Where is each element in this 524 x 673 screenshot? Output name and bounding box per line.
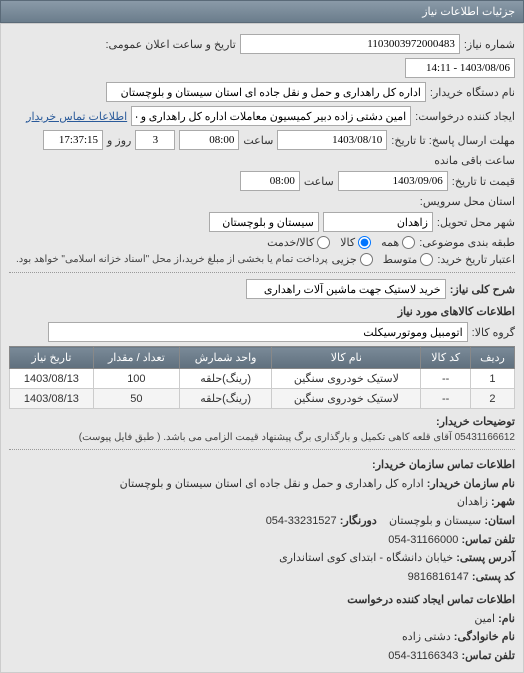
delivery-city-label: شهر محل تحویل: xyxy=(437,216,515,229)
province-val: سیستان و بلوچستان xyxy=(389,515,481,527)
days-remain-field xyxy=(135,130,175,150)
radio-all[interactable] xyxy=(402,236,415,249)
requester-label: ایجاد کننده درخواست: xyxy=(415,110,515,123)
radio-partial-label[interactable]: جزیی xyxy=(332,253,373,266)
announce-field[interactable] xyxy=(405,58,515,78)
table-header-row: ردیف کد کالا نام کالا واحد شمارش تعداد /… xyxy=(10,347,515,369)
goods-group-field[interactable] xyxy=(48,322,468,342)
lname-val: دشتی زاده xyxy=(402,631,451,643)
contact-block: اطلاعات تماس سازمان خریدار: نام سازمان خ… xyxy=(9,456,515,666)
price-to-field[interactable] xyxy=(338,171,448,191)
buyer-org-field[interactable] xyxy=(106,82,426,102)
buyer-note-label: توضیحات خریدار: xyxy=(436,415,515,428)
cell-unit: (رینگ)حلقه xyxy=(179,389,271,409)
radio-service[interactable] xyxy=(317,236,330,249)
radio-goods-label[interactable]: کالا xyxy=(340,236,371,249)
col-date: تاریخ نیاز xyxy=(10,347,94,369)
price-to-label: قیمت تا تاریخ: xyxy=(452,175,515,188)
radio-avg[interactable] xyxy=(420,253,433,266)
cell-code: -- xyxy=(421,369,471,389)
divider-1 xyxy=(9,272,515,273)
city-val: زاهدان xyxy=(457,496,488,508)
category-radio-group: همه کالا کالا/خدمت xyxy=(267,236,415,249)
buyer-note-text: 05431166612 آقای قلعه کاهی تکمیل و بارگذ… xyxy=(79,432,515,443)
org-label: نام سازمان خریدار: xyxy=(427,478,515,490)
requester-field[interactable] xyxy=(131,106,411,126)
postaddr-val: خیابان دانشگاه - ابتدای کوی استانداری xyxy=(279,552,453,564)
service-province-label: استان محل سرویس: xyxy=(420,195,515,208)
deadline-from-field[interactable] xyxy=(277,130,387,150)
panel-title: جزئیات اطلاعات نیاز xyxy=(422,6,515,18)
col-unit: واحد شمارش xyxy=(179,347,271,369)
contacts-header: اطلاعات تماس سازمان خریدار: xyxy=(372,459,515,471)
cell-name: لاستیک خودروی سنگین xyxy=(272,369,421,389)
fax-val: 33231527-054 xyxy=(266,515,337,527)
city-label: شهر: xyxy=(491,496,515,508)
days-remain-label: روز و xyxy=(107,134,131,147)
req-tel-label: تلفن تماس: xyxy=(461,650,515,662)
goods-group-label: گروه کالا: xyxy=(472,326,515,339)
tel-val: 31166000-054 xyxy=(388,534,458,546)
cell-qty: 50 xyxy=(93,389,179,409)
need-title-field[interactable] xyxy=(246,279,446,299)
panel-header: جزئیات اطلاعات نیاز xyxy=(0,0,524,23)
divider-2 xyxy=(9,449,515,450)
tel-label: تلفن تماس: xyxy=(461,534,515,546)
postcode-val: 9816816147 xyxy=(408,571,469,583)
radio-avg-label[interactable]: متوسط xyxy=(383,253,434,266)
fname-val: امین xyxy=(474,613,495,625)
deadline-time-field[interactable] xyxy=(179,130,239,150)
goods-section-title: اطلاعات کالاهای مورد نیاز xyxy=(9,305,515,318)
postcode-label: کد پستی: xyxy=(472,571,515,583)
cell-unit: (رینگ)حلقه xyxy=(179,369,271,389)
countdown-label: ساعت باقی مانده xyxy=(434,154,515,167)
credit-note: پرداخت تمام یا بخشی از مبلغ خرید،از محل … xyxy=(16,254,328,265)
fax-label: دورنگار: xyxy=(340,515,377,527)
goods-table: ردیف کد کالا نام کالا واحد شمارش تعداد /… xyxy=(9,346,515,409)
cell-date: 1403/08/13 xyxy=(10,389,94,409)
credit-radio-group: متوسط جزیی xyxy=(332,253,434,266)
cell-idx: 2 xyxy=(470,389,514,409)
col-row: ردیف xyxy=(470,347,514,369)
buyer-org-label: نام دستگاه خریدار: xyxy=(430,86,515,99)
need-no-field[interactable] xyxy=(240,34,460,54)
radio-all-label[interactable]: همه xyxy=(381,236,415,249)
fname-label: نام: xyxy=(498,613,515,625)
province-label: استان: xyxy=(484,515,515,527)
time-label-1: ساعت xyxy=(243,134,273,147)
table-row[interactable]: 1--لاستیک خودروی سنگین(رینگ)حلقه1001403/… xyxy=(10,369,515,389)
postaddr-label: آدرس پستی: xyxy=(456,552,515,564)
countdown-field xyxy=(43,130,103,150)
deadline-from-label: مهلت ارسال پاسخ: تا تاریخ: xyxy=(391,134,515,147)
radio-goods[interactable] xyxy=(358,236,371,249)
time-label-2: ساعت xyxy=(304,175,334,188)
table-row[interactable]: 2--لاستیک خودروی سنگین(رینگ)حلقه501403/0… xyxy=(10,389,515,409)
req-tel-val: 31166343-054 xyxy=(388,650,458,662)
req-header: اطلاعات تماس ایجاد کننده درخواست xyxy=(347,594,515,606)
radio-partial[interactable] xyxy=(360,253,373,266)
radio-service-label[interactable]: کالا/خدمت xyxy=(267,236,330,249)
col-qty: تعداد / مقدار xyxy=(93,347,179,369)
category-label: طبقه بندی موضوعی: xyxy=(419,236,515,249)
col-name: نام کالا xyxy=(272,347,421,369)
cell-code: -- xyxy=(421,389,471,409)
cell-qty: 100 xyxy=(93,369,179,389)
cell-idx: 1 xyxy=(470,369,514,389)
need-title-label: شرح کلی نیاز: xyxy=(450,283,515,296)
cell-name: لاستیک خودروی سنگین xyxy=(272,389,421,409)
delivery-city-field[interactable] xyxy=(323,212,433,232)
need-no-label: شماره نیاز: xyxy=(464,38,515,51)
col-code: کد کالا xyxy=(421,347,471,369)
delivery-province-field[interactable] xyxy=(209,212,319,232)
buyer-contact-link[interactable]: اطلاعات تماس خریدار xyxy=(26,110,127,123)
credit-label: اعتبار تاریخ خرید: xyxy=(437,253,515,266)
lname-label: نام خانوادگی: xyxy=(454,631,515,643)
cell-date: 1403/08/13 xyxy=(10,369,94,389)
need-info-panel: شماره نیاز: تاریخ و ساعت اعلان عمومی: نا… xyxy=(0,23,524,673)
price-time-field[interactable] xyxy=(240,171,300,191)
announce-label: تاریخ و ساعت اعلان عمومی: xyxy=(105,38,235,51)
org-val: اداره کل راهداری و حمل و نقل جاده ای است… xyxy=(120,478,424,490)
